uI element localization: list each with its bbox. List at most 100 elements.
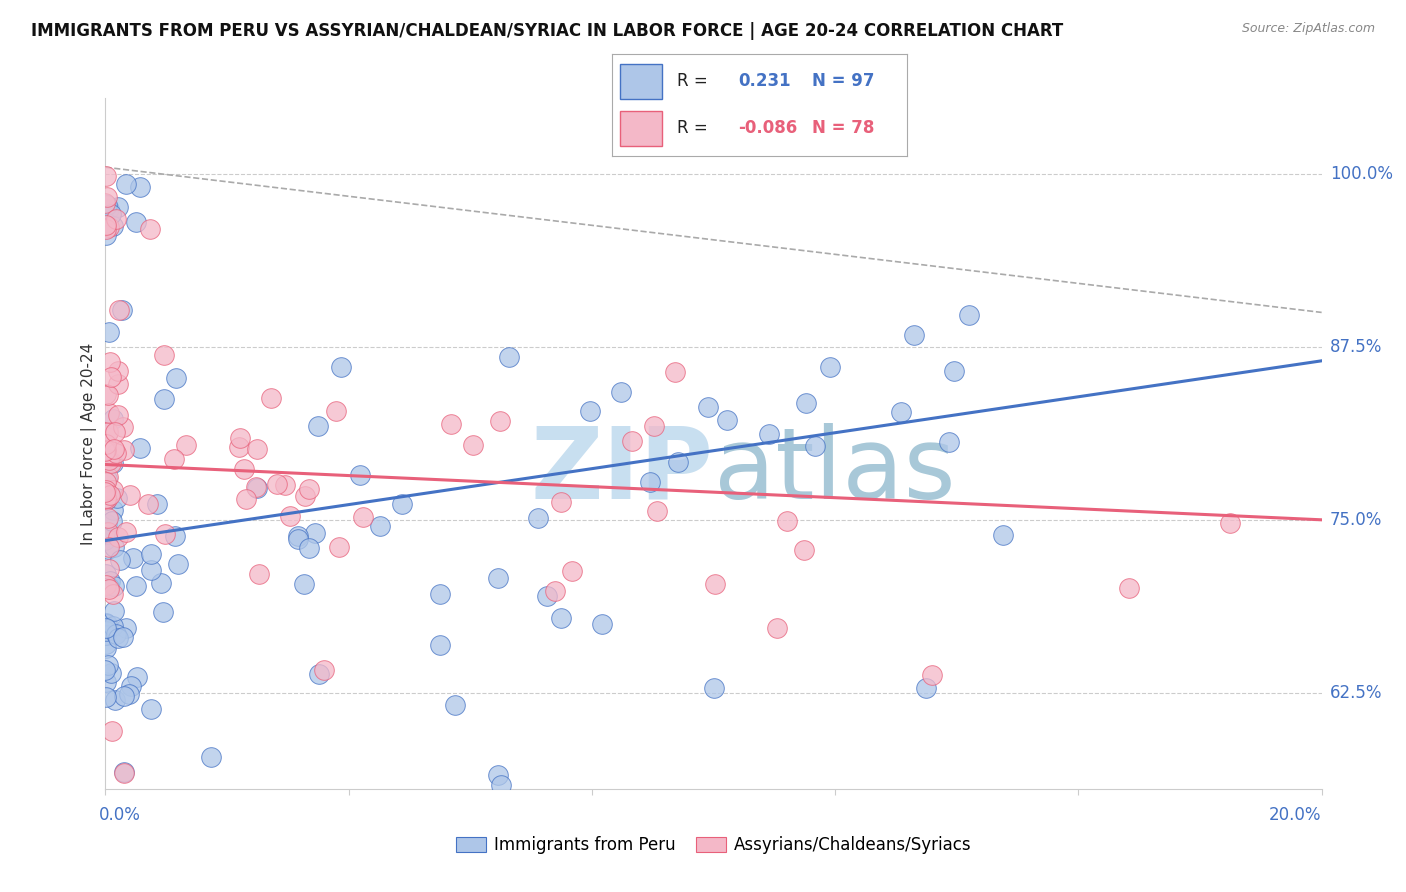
Point <box>273 477 295 491</box>
Point <box>96 616 118 631</box>
Point <box>96 198 118 212</box>
Point <box>100 370 122 384</box>
Point <box>298 541 321 555</box>
Point <box>94 624 117 638</box>
Point <box>94 641 117 656</box>
Point <box>112 765 135 780</box>
Point <box>94 491 117 506</box>
Point <box>235 492 257 507</box>
Point <box>103 456 125 470</box>
Point <box>152 392 174 406</box>
Point <box>114 178 136 192</box>
Point <box>245 480 267 494</box>
Point <box>98 562 121 576</box>
Point <box>107 408 129 422</box>
Point <box>489 414 512 428</box>
Point <box>758 427 780 442</box>
Point <box>550 611 572 625</box>
Point <box>498 351 520 365</box>
Point <box>94 616 117 631</box>
Point <box>527 511 550 525</box>
Point <box>97 406 120 420</box>
Point <box>96 527 118 541</box>
Point <box>94 636 117 650</box>
Point <box>94 197 117 211</box>
Point <box>105 212 128 227</box>
Point <box>938 434 960 449</box>
Point <box>463 438 485 452</box>
Point <box>94 169 117 183</box>
Point <box>98 453 121 467</box>
Point <box>94 664 117 678</box>
Point <box>304 525 326 540</box>
Point <box>101 219 124 234</box>
Point <box>105 446 128 460</box>
Point <box>308 667 330 681</box>
Point <box>103 579 125 593</box>
Point <box>98 325 121 339</box>
Text: R =: R = <box>676 72 713 90</box>
Point <box>429 587 451 601</box>
Y-axis label: In Labor Force | Age 20-24: In Labor Force | Age 20-24 <box>82 343 97 545</box>
Point <box>94 533 117 548</box>
Text: 100.0%: 100.0% <box>1330 165 1393 183</box>
Point <box>152 605 174 619</box>
Point <box>103 587 125 601</box>
Point <box>794 396 817 410</box>
Text: 0.231: 0.231 <box>738 72 792 90</box>
Point <box>100 665 122 680</box>
Point <box>444 698 467 712</box>
Point <box>100 207 122 221</box>
Point <box>163 529 186 543</box>
Point <box>96 450 118 465</box>
Point <box>103 619 125 633</box>
Point <box>101 483 124 497</box>
Point <box>112 689 135 703</box>
Point <box>96 516 118 531</box>
Point <box>107 200 129 214</box>
Point <box>591 616 613 631</box>
Point <box>94 578 117 592</box>
Point <box>104 693 127 707</box>
Point <box>440 417 463 432</box>
Point <box>101 503 124 517</box>
Point <box>1219 516 1241 530</box>
Point <box>94 628 117 642</box>
Point <box>174 438 197 452</box>
Text: IMMIGRANTS FROM PERU VS ASSYRIAN/CHALDEAN/SYRIAC IN LABOR FORCE | AGE 20-24 CORR: IMMIGRANTS FROM PERU VS ASSYRIAN/CHALDEA… <box>31 22 1063 40</box>
Point <box>96 674 118 689</box>
Point <box>101 514 124 528</box>
Point <box>97 470 120 484</box>
Text: 20.0%: 20.0% <box>1270 806 1322 824</box>
Point <box>703 576 725 591</box>
Point <box>543 583 565 598</box>
Point <box>278 508 301 523</box>
Point <box>94 483 117 497</box>
Point <box>287 529 309 543</box>
Point <box>325 403 347 417</box>
Point <box>97 657 120 672</box>
Text: -0.086: -0.086 <box>738 120 797 137</box>
Point <box>96 491 118 506</box>
Point <box>108 552 131 566</box>
Point <box>94 442 117 457</box>
Point <box>97 202 120 217</box>
Point <box>122 550 145 565</box>
Point <box>155 527 177 541</box>
Point <box>903 328 925 343</box>
Point <box>287 532 309 546</box>
Point <box>139 548 162 562</box>
Point <box>139 563 162 577</box>
Point <box>610 385 633 400</box>
Point <box>162 452 184 467</box>
Point <box>149 575 172 590</box>
Point <box>125 215 148 229</box>
Point <box>266 477 288 491</box>
Point <box>98 541 121 555</box>
Point <box>108 302 131 317</box>
Point <box>246 481 269 495</box>
Point <box>391 498 413 512</box>
Point <box>643 418 665 433</box>
Point <box>260 392 283 406</box>
Point <box>664 365 686 379</box>
